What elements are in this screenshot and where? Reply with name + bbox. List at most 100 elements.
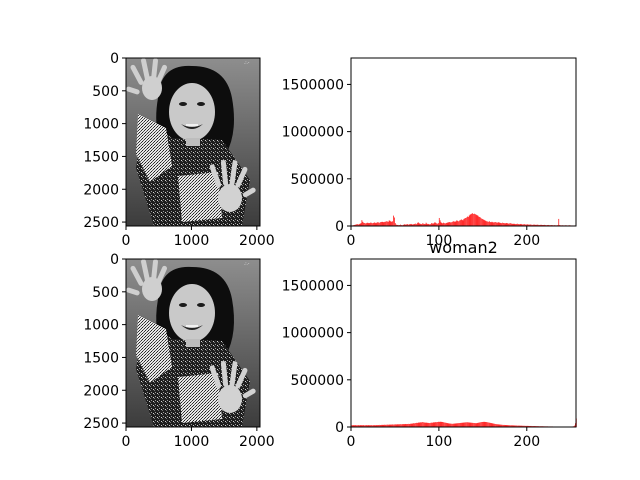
histogram-bar — [430, 422, 431, 427]
y-tick-label: 2500 — [83, 416, 119, 432]
histogram-bar — [392, 424, 394, 427]
histogram-bar — [500, 424, 502, 427]
histogram-bar — [500, 222, 502, 226]
histogram-bar — [513, 425, 515, 427]
histogram-bar — [368, 425, 370, 427]
y-tick-label: 0 — [110, 252, 119, 268]
histogram-bar — [474, 423, 475, 427]
histogram-bar — [476, 423, 478, 427]
histogram-bar — [446, 423, 448, 427]
histogram-bar — [494, 423, 495, 427]
y-tick-label: 1500000 — [282, 278, 344, 294]
histogram-bar — [473, 422, 474, 427]
histogram-bar — [544, 224, 546, 226]
histogram-bar — [424, 422, 426, 427]
image-area — [125, 258, 260, 427]
histogram-bar — [407, 423, 408, 427]
histogram-bar — [505, 425, 507, 427]
histogram-bar — [517, 425, 518, 427]
histogram-bar — [365, 425, 366, 427]
histogram-bar — [480, 422, 481, 427]
histogram-bar — [488, 221, 490, 226]
histogram-bar — [429, 423, 430, 427]
histogram-bar — [419, 223, 421, 226]
portrait-image — [125, 258, 260, 427]
histogram-bar — [368, 223, 370, 226]
histogram-bar — [408, 423, 409, 427]
histogram-bar — [477, 215, 479, 226]
histogram-bar — [352, 425, 354, 427]
histogram-bar — [499, 222, 501, 226]
histogram-bar — [503, 424, 504, 427]
histogram-bar — [426, 223, 428, 226]
histogram-bar — [487, 221, 488, 226]
histogram-bar — [418, 422, 420, 427]
histogram-bar — [541, 224, 543, 226]
histogram-bar — [462, 422, 464, 427]
histogram-bar — [395, 224, 397, 226]
histogram-bar — [524, 425, 525, 427]
histogram-bar — [502, 222, 503, 226]
histogram-bar — [468, 422, 470, 427]
x-tick-label: 100 — [426, 434, 453, 450]
histogram-bar — [509, 223, 510, 226]
histogram-bar — [395, 424, 397, 427]
histogram-bar — [539, 224, 541, 226]
chart-title: woman2 — [429, 238, 498, 257]
histogram-bar — [529, 425, 531, 427]
histogram-bar — [420, 223, 422, 226]
histogram-bar — [438, 421, 440, 427]
histogram-bar — [440, 222, 442, 226]
histogram-bar — [444, 422, 445, 427]
histogram-bar — [517, 223, 518, 226]
histogram-bar — [523, 224, 524, 226]
histogram-bar — [419, 422, 421, 427]
histogram-bar — [481, 422, 482, 427]
histogram-bar — [519, 224, 521, 226]
histogram-bar — [425, 222, 427, 226]
histogram-bar — [460, 219, 462, 226]
histogram-bar — [521, 224, 523, 226]
histogram-bar — [391, 424, 393, 427]
histogram-bar — [515, 425, 517, 427]
histogram-bar — [389, 220, 391, 226]
y-tick-label: 1500 — [83, 149, 119, 165]
histogram-bar — [380, 425, 381, 427]
histogram-bar — [531, 425, 532, 427]
histogram-bar — [403, 224, 405, 226]
histogram-bar — [364, 222, 365, 226]
histogram-bar — [470, 214, 472, 226]
histogram-bar — [496, 424, 498, 427]
histogram-bar — [528, 425, 530, 427]
histogram-bar — [491, 423, 493, 427]
histogram-bar — [506, 222, 508, 226]
histogram-bar — [384, 424, 386, 427]
histogram-bar — [530, 425, 531, 427]
histogram-bar — [359, 223, 361, 226]
x-tick-label: 2000 — [239, 233, 275, 249]
histogram-bar — [448, 423, 450, 427]
histogram-bar — [501, 424, 502, 427]
histogram-bar — [525, 425, 527, 427]
histogram-bar — [450, 222, 452, 226]
y-tick-label: 1000000 — [282, 125, 344, 141]
histogram-bar — [431, 223, 433, 226]
histogram-bar — [385, 424, 386, 427]
histogram-bar — [453, 221, 455, 226]
histogram-bar — [421, 422, 423, 427]
histogram-bar — [442, 421, 444, 427]
histogram-bar — [454, 221, 456, 226]
histogram-bar — [484, 421, 486, 427]
histogram-bar — [464, 218, 466, 226]
histogram-bar — [383, 424, 385, 427]
histogram-bar — [429, 224, 430, 226]
histogram-bar — [366, 222, 368, 226]
histogram-bar — [503, 424, 505, 427]
histogram-bar — [418, 223, 420, 226]
x-tick-label: 1000 — [174, 434, 210, 450]
histogram-bar — [473, 213, 474, 226]
histogram-bar — [430, 422, 432, 427]
histogram-bar — [459, 220, 461, 226]
histogram-bar — [423, 223, 425, 226]
